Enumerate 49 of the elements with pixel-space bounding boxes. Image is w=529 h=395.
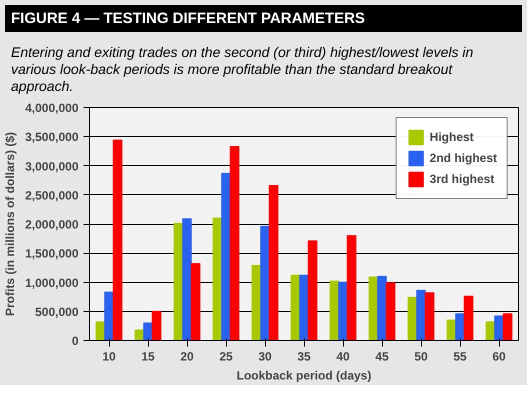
x-tick-label: 40 <box>336 349 350 364</box>
y-tick-label: 3,500,000 <box>25 130 79 144</box>
bar <box>260 226 270 340</box>
bar <box>377 276 387 340</box>
bar <box>494 315 504 340</box>
x-tick-label: 30 <box>258 349 272 364</box>
bar <box>299 274 309 340</box>
x-tick-label: 50 <box>414 349 428 364</box>
bar <box>308 240 318 340</box>
bar <box>424 292 434 340</box>
chart-title: FIGURE 4 — TESTING DIFFERENT PARAMETERS <box>11 9 365 29</box>
bar <box>221 172 231 340</box>
x-tick-label: 20 <box>180 349 194 364</box>
bar <box>346 234 356 340</box>
y-tick-label: 3,000,000 <box>25 159 79 174</box>
legend-label: 3rd highest <box>430 172 494 186</box>
chart-subtitle: Entering and exiting trades on the second (or third) highest/lowest levels in various look-back periods is more profitable than the standard breakout approach. <box>11 44 474 95</box>
bar <box>386 282 396 340</box>
y-tick-label: 0 <box>72 334 79 348</box>
x-axis-title: Lookback period (days) <box>236 368 372 382</box>
x-tick-label: 60 <box>492 349 506 364</box>
bar <box>268 184 278 340</box>
bar <box>112 139 122 340</box>
bar <box>416 290 426 340</box>
bar <box>338 282 348 340</box>
bar <box>190 262 200 340</box>
bar <box>464 296 474 340</box>
x-tick-label: 55 <box>453 349 467 364</box>
y-tick-label: 2,000,000 <box>25 217 79 232</box>
x-tick-label: 15 <box>141 349 155 364</box>
bar <box>455 313 465 340</box>
legend-label: Highest <box>430 130 474 144</box>
y-tick-label: 1,000,000 <box>25 276 79 290</box>
legend-label: 2nd highest <box>430 150 497 165</box>
bar <box>182 218 192 340</box>
bar <box>104 291 114 340</box>
bar <box>143 322 153 340</box>
x-tick-label: 35 <box>297 349 311 364</box>
y-tick-label: 500,000 <box>35 304 79 319</box>
bar <box>230 146 240 340</box>
y-tick-label: 4,000,000 <box>25 100 79 115</box>
x-tick-label: 45 <box>375 349 389 364</box>
y-tick-label: 2,500,000 <box>25 188 79 202</box>
bar <box>502 313 512 340</box>
x-tick-label: 10 <box>102 349 116 364</box>
x-tick-label: 25 <box>219 349 233 364</box>
bar <box>152 310 162 340</box>
y-axis-title: Profits (in millions of dollars) ($) <box>3 132 18 316</box>
y-tick-label: 1,500,000 <box>25 246 79 260</box>
